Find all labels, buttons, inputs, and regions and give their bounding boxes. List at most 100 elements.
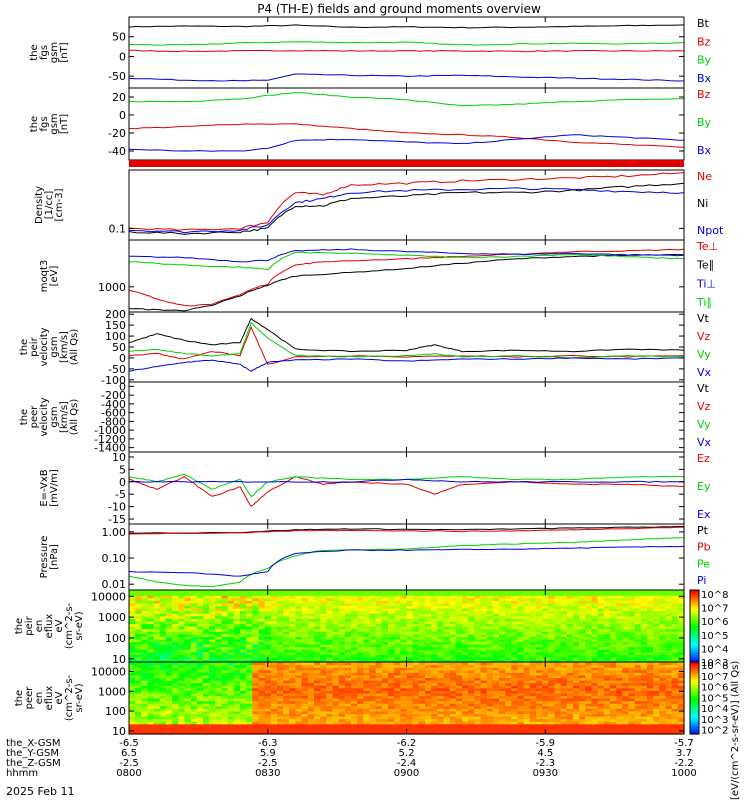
heatmap-cell [338, 726, 346, 730]
heatmap-cell [677, 659, 685, 663]
heatmap-cell [573, 680, 580, 684]
heatmap-cell [394, 672, 401, 676]
heatmap-cell [492, 638, 500, 643]
heatmap-cell [369, 641, 377, 645]
heatmap-cell [455, 667, 463, 671]
heatmap-cell [283, 705, 290, 709]
heatmap-cell [523, 664, 531, 668]
heatmap-cell [307, 636, 315, 640]
heatmap-cell [468, 698, 475, 702]
heatmap-cell [425, 705, 432, 709]
heatmap-cell [283, 623, 290, 627]
heatmap-cell [338, 633, 346, 637]
heatmap-cell [437, 677, 445, 681]
heatmap-cell [511, 651, 519, 655]
heatmap-cell [357, 651, 364, 655]
heatmap-cell [381, 695, 389, 699]
heatmap-cell [468, 638, 475, 643]
heatmap-cell [480, 662, 488, 666]
heatmap-cell [363, 651, 371, 655]
heatmap-cell [468, 615, 475, 619]
heatmap-cell [622, 644, 630, 648]
heatmap-cell [301, 695, 309, 699]
heatmap-cell [671, 644, 679, 648]
heatmap-cell [591, 654, 599, 658]
heatmap-cell [209, 628, 216, 632]
heatmap-cell [585, 698, 593, 702]
heatmap-cell [499, 674, 506, 679]
heatmap-cell [289, 700, 297, 704]
y-tick-label: -40 [108, 145, 126, 158]
heatmap-cell [492, 718, 500, 722]
heatmap-cell [573, 623, 580, 627]
heatmap-cell [548, 608, 556, 612]
heatmap-cell [344, 677, 352, 681]
heatmap-cell [270, 692, 278, 697]
heatmap-cell [505, 664, 512, 668]
heatmap-cell [554, 710, 562, 715]
heatmap-cell [505, 690, 512, 694]
heatmap-cell [381, 718, 389, 722]
heatmap-cell [314, 644, 321, 648]
heatmap-cell [492, 726, 500, 730]
heatmap-cell [233, 618, 241, 622]
heatmap-cell [665, 636, 673, 640]
heatmap-cell [517, 659, 525, 663]
heatmap-cell [449, 677, 457, 681]
heatmap-cell [455, 677, 463, 681]
heatmap-cell [449, 716, 457, 720]
legend-label: Pt [697, 524, 709, 537]
legend-label: By [697, 54, 712, 67]
heatmap-cell [505, 626, 512, 630]
heatmap-cell [406, 716, 414, 720]
heatmap-cell [573, 636, 580, 640]
heatmap-cell [579, 692, 586, 697]
heatmap-cell [172, 662, 179, 666]
heatmap-cell [394, 649, 401, 653]
heatmap-cell [190, 638, 198, 643]
heatmap-cell [233, 649, 241, 653]
heatmap-cell [147, 618, 155, 622]
heatmap-cell [455, 656, 463, 661]
heatmap-cell [178, 608, 186, 612]
heatmap-cell [295, 628, 303, 632]
heatmap-cell [462, 703, 469, 707]
heatmap-cell [603, 651, 611, 655]
heatmap-cell [351, 610, 358, 614]
heatmap-cell [394, 636, 401, 640]
heatmap-cell [307, 669, 315, 673]
heatmap-cell [332, 608, 340, 612]
heatmap-cell [295, 600, 303, 604]
heatmap-cell [381, 631, 389, 635]
heatmap-cell [375, 659, 383, 663]
heatmap-cell [227, 628, 235, 632]
heatmap-cell [400, 633, 408, 637]
heatmap-cell [400, 723, 408, 727]
heatmap-cell [252, 597, 260, 601]
heatmap-cell [190, 602, 198, 607]
heatmap-cell [314, 705, 321, 709]
heatmap-cell [412, 659, 420, 663]
heatmap-cell [147, 649, 155, 653]
heatmap-cell [277, 662, 284, 666]
heatmap-cell [141, 692, 149, 697]
heatmap-cell [135, 662, 142, 666]
heatmap-cell [307, 610, 315, 614]
heatmap-cell [659, 656, 667, 661]
heatmap-cell [153, 610, 161, 614]
heatmap-cell [295, 705, 303, 709]
heatmap-cell [610, 672, 617, 676]
heatmap-cell [566, 708, 574, 712]
heatmap-cell [252, 646, 260, 650]
heatmap-cell [418, 664, 426, 668]
heatmap-cell [560, 698, 568, 702]
heatmap-cell [135, 731, 142, 735]
heatmap-cell [585, 636, 593, 640]
heatmap-cell [246, 646, 253, 650]
heatmap-cell [166, 610, 173, 614]
heatmap-cell [628, 597, 636, 601]
heatmap-cell [184, 646, 192, 650]
heatmap-cell [196, 662, 204, 666]
heatmap-cell [338, 664, 346, 668]
heatmap-cell [529, 672, 537, 676]
